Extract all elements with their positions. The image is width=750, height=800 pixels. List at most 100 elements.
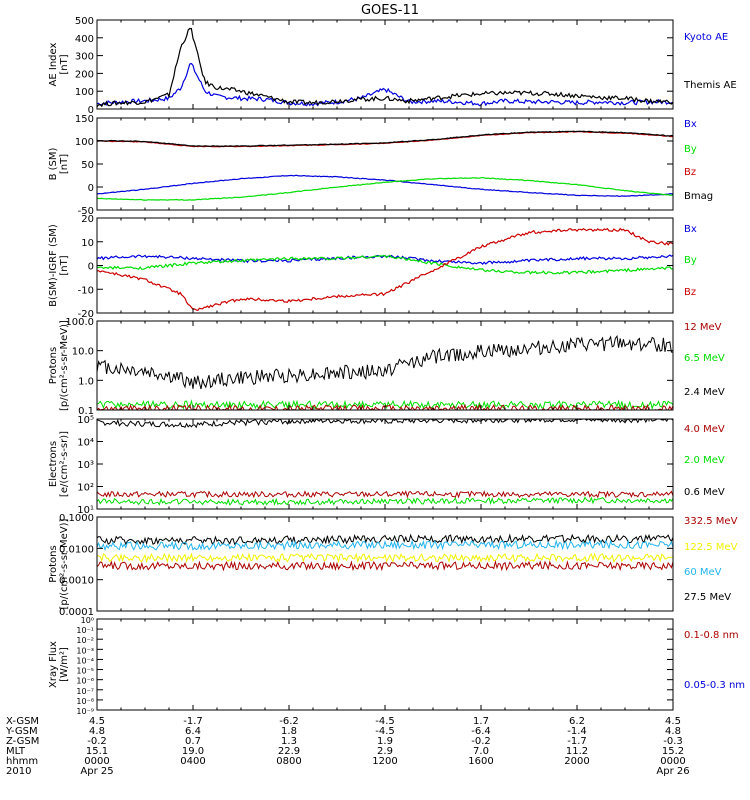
y-tick-label: 10² [77,483,94,494]
series-group [97,419,673,506]
y-axis-label: [e/(cm²-s-sr)] [59,431,70,497]
orbit-cell: 15.2 [662,746,684,757]
orbit-cell: 6.4 [185,726,201,737]
orbit-cell: -1.4 [567,726,587,737]
y-tick-label: 10⁰ [81,616,94,625]
legend-entry: 12 MeV [684,322,722,333]
series-line-themis-ae [97,27,673,108]
series-line-2-4-mev [97,334,673,390]
series-line-27-5-mev [97,533,673,546]
y-tick-label: 10⁻⁸ [76,697,94,706]
y-axis-label: B(SM)-IGRF (SM) [48,224,59,307]
orbit-cell: 1.8 [281,726,297,737]
y-tick-label: 10.0 [72,347,94,358]
y-tick-label: 100 [75,137,94,148]
legend-entry: 0.05-0.3 nm [684,680,745,691]
orbit-cell: -4.5 [375,726,395,737]
orbit-cell: -6.2 [279,716,299,727]
orbit-cell: 1600 [468,756,493,767]
series-group [97,533,673,572]
legend-entry: Bmag [684,191,713,202]
y-tick-label: 500 [75,16,94,27]
orbit-row-label: Y-GSM [5,726,38,737]
y-tick-label: 10⁻⁹ [76,707,94,716]
series-line-by [97,254,673,275]
orbit-cell: 2.9 [377,746,393,757]
y-axis-label: Xray Flux [48,641,59,688]
orbit-cell: -4.5 [375,716,395,727]
y-tick-label: 10⁵ [77,415,94,426]
panel-3: -20 -10 0 10 20 B(SM)-IGRF (SM) [nT] Bx By Bz [48,214,697,320]
y-tick-label: 0.0100 [59,544,94,555]
y-tick-label: -50 [78,206,94,217]
panel-frame [96,618,674,711]
orbit-row-label: hhmm [6,756,38,767]
orbit-cell: 1.7 [473,716,489,727]
orbit-cell: 1200 [372,756,397,767]
y-tick-label: -20 [78,309,94,320]
orbit-cell: 22.9 [278,746,300,757]
y-tick-label: -10 [78,285,94,296]
y-tick-label: 50 [81,160,94,171]
orbit-cell: 0400 [180,756,205,767]
series-line-122-5-mev [97,552,673,564]
legend-entry: 0.6 MeV [684,487,725,498]
series-line-bmag [97,130,673,148]
legend-entry: 60 MeV [684,567,722,578]
series-line-2-0-mev [97,496,673,506]
orbit-row-label: Z-GSM [6,736,39,747]
y-tick-label: 0.1000 [59,513,94,524]
y-axis-label: Protons [48,347,59,384]
orbit-cell: 4.5 [89,716,105,727]
legend-entry: By [684,144,697,155]
chart-title: GOES-11 [361,3,419,18]
y-axis-label: Protons [48,545,59,582]
y-axis-label: [nT] [59,255,70,275]
orbit-cell: -6.4 [471,726,491,737]
orbit-cell: 11.2 [566,746,588,757]
y-tick-label: 150 [75,114,94,125]
y-tick-label: 400 [75,34,94,45]
y-tick-label: 0.0010 [59,576,94,587]
y-tick-label: 10⁻³ [76,646,94,655]
series-line-60-mev [97,539,673,552]
y-axis-label: Electrons [48,441,59,487]
y-tick-label: 1.0 [78,376,94,387]
series-line-332-5-mev [97,559,673,572]
y-tick-label: 10⁻⁵ [76,667,94,676]
y-tick-label: 0.1 [78,406,94,417]
legend-entry: 4.0 MeV [684,424,725,435]
orbit-cell: -0.2 [87,736,107,747]
panel-frame [96,418,674,510]
y-tick-label: 10³ [77,460,94,471]
legend-entry: Bx [684,224,697,235]
orbit-cell: Apr 26 [656,766,689,777]
orbit-cell: 1.9 [377,736,393,747]
legend-entry: 6.5 MeV [684,353,725,364]
y-axis-label: AE Index [48,42,59,86]
y-tick-label: 10⁴ [77,438,94,449]
legend-entry: Themis AE [683,80,737,91]
legend-entry: Bz [684,287,696,298]
legend-entry: By [684,255,697,266]
legend-entry: Kyoto AE [684,32,728,43]
y-tick-label: 0.0001 [59,607,94,618]
y-tick-label: 200 [75,69,94,80]
orbit-row-label: MLT [6,746,26,757]
orbit-cell: 6.2 [569,716,585,727]
y-tick-label: 0 [88,262,94,273]
orbit-cell: 7.0 [473,746,489,757]
series-line-bz [97,227,673,312]
orbit-row-label: X-GSM [6,716,39,727]
y-tick-label: 100 [75,87,94,98]
panel-frame [96,516,674,612]
y-axis-label: [p/(cm²-s-sr-MeV)] [59,518,70,609]
y-tick-label: 100.0 [65,317,94,328]
legend-entry: 0.1-0.8 nm [684,630,739,641]
orbit-cell: -1.7 [183,716,203,727]
orbit-cell: 4.8 [665,726,681,737]
series-group [97,27,673,108]
y-tick-label: 0 [88,105,94,116]
y-tick-label: 10 [81,238,94,249]
